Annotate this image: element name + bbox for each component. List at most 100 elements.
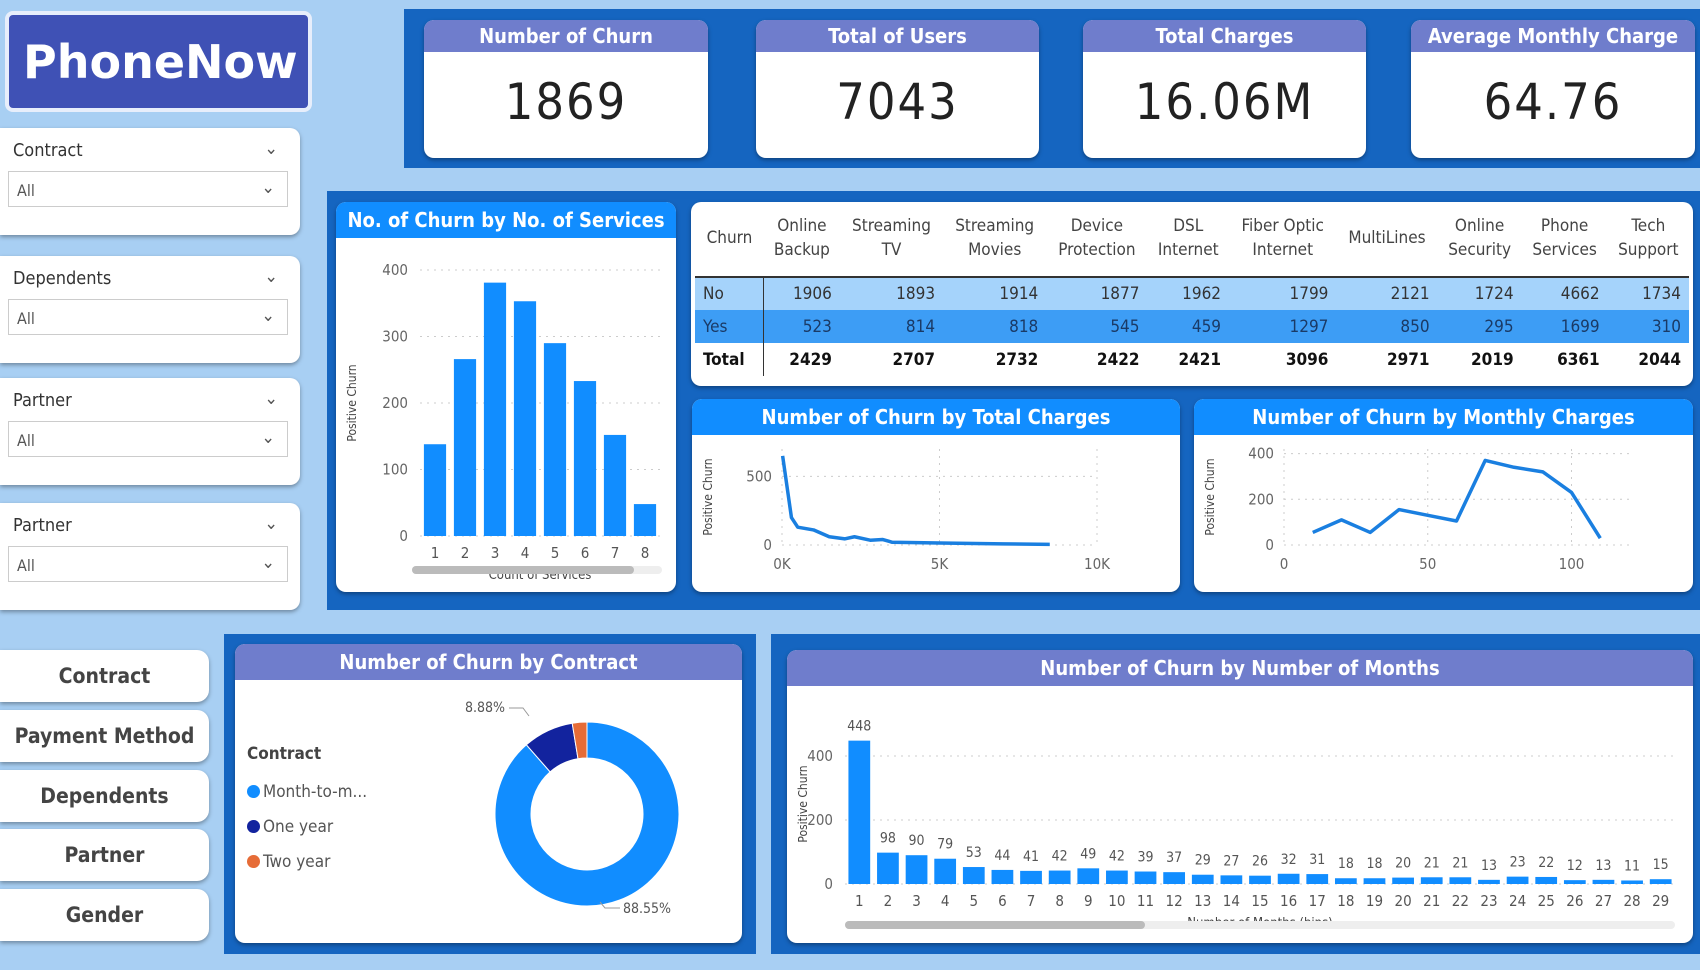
- nav-button-gender[interactable]: Gender: [0, 889, 209, 941]
- data-label: 37: [1166, 850, 1182, 866]
- x-tick-label: 20: [1395, 892, 1412, 910]
- chevron-down-icon: ⌄: [261, 305, 275, 326]
- slicer-partner[interactable]: Partner ⌄ All ⌄: [0, 378, 300, 485]
- bar: [1420, 877, 1443, 884]
- slicer-contract[interactable]: Contract ⌄ All ⌄: [0, 128, 300, 235]
- table-cell: 850: [1336, 310, 1438, 343]
- y-axis-title: Positive Churn: [701, 458, 715, 535]
- data-label: 42: [1052, 849, 1068, 865]
- months-bar-chart: 0 200 400 1 448 2 98 3 90 4 79 5 53 6 44 7 41 8 42 9 49 10 42 1…: [796, 719, 1675, 931]
- y-tick-label: 200: [382, 394, 408, 412]
- months-chart-card: Number of Churn by Number of Months 0 200…: [787, 650, 1693, 943]
- x-tick-label: 3: [912, 892, 921, 910]
- x-tick-label: 11: [1137, 892, 1154, 910]
- x-tick-label: 15: [1251, 892, 1268, 910]
- leader-line: [509, 707, 530, 717]
- table-header: DSL Internet: [1147, 202, 1230, 278]
- bar: [1106, 870, 1128, 884]
- data-label: 21: [1424, 855, 1440, 871]
- nav-button-dependents[interactable]: Dependents: [0, 770, 209, 822]
- kpi-average-monthly-charge: Average Monthly Charge 64.76: [1411, 20, 1695, 158]
- bar: [573, 381, 597, 536]
- chevron-down-icon[interactable]: ⌄: [264, 266, 278, 287]
- legend-title: Contract: [247, 744, 322, 764]
- data-label: 41: [1023, 849, 1039, 865]
- x-tick-label: 7: [1027, 892, 1036, 910]
- bar: [1020, 870, 1042, 884]
- series-line: [1312, 458, 1602, 540]
- legend-item[interactable]: Month-to-m...: [247, 774, 367, 809]
- kpi-label: Number of Churn: [424, 20, 708, 52]
- table-row: Yes 523 814 818 545 459 1297 850 295 1699 310: [695, 310, 1689, 343]
- table-cell: 2421: [1178, 349, 1222, 370]
- data-label: 18: [1338, 856, 1354, 872]
- x-tick-label: 16: [1280, 892, 1297, 910]
- x-tick-label: 13: [1194, 892, 1211, 910]
- legend-item[interactable]: Two year: [247, 844, 367, 879]
- x-tick-label: 8: [641, 544, 650, 562]
- data-label: 21: [1452, 855, 1468, 871]
- x-tick-label: 21: [1423, 892, 1440, 910]
- legend-label: Month-to-m...: [263, 781, 368, 802]
- y-tick-label: 200: [1248, 490, 1274, 508]
- data-label: 8.88%: [465, 700, 505, 716]
- legend-dot-icon: [247, 785, 260, 798]
- table-row: No 1906 1893 1914 1877 1962 1799 2121 1724 4662 17…: [695, 277, 1689, 310]
- y-tick-label: 0: [399, 527, 408, 545]
- total-charges-line-chart: 0 500 0K 5K 10K Positive Churn: [701, 449, 1111, 573]
- nav-button-contract[interactable]: Contract: [0, 650, 209, 702]
- x-tick-label: 0K: [773, 555, 792, 573]
- x-tick-label: 29: [1652, 892, 1669, 910]
- data-label: 31: [1309, 852, 1325, 868]
- monthly-charges-chart-card: Number of Churn by Monthly Charges 0 200 4…: [1194, 399, 1693, 592]
- slicer-dropdown[interactable]: All ⌄: [8, 299, 288, 335]
- data-label: 23: [1510, 855, 1526, 871]
- table-header: Streaming Movies: [943, 202, 1047, 278]
- x-tick-label: 9: [1084, 892, 1093, 910]
- table-cell: 2121: [1336, 277, 1438, 310]
- x-tick-label: 6: [998, 892, 1007, 910]
- slicer-dependents[interactable]: Dependents ⌄ All ⌄: [0, 256, 300, 363]
- data-label: 11: [1624, 858, 1640, 874]
- contract-donut-chart: 8.88% 88.55%: [465, 700, 680, 917]
- x-tick-label: 0: [1280, 555, 1289, 573]
- table-cell: 2422: [1096, 349, 1140, 370]
- table-cell: 1799: [1229, 277, 1337, 310]
- x-tick-label: 5: [969, 892, 978, 910]
- nav-button-partner[interactable]: Partner: [0, 829, 209, 881]
- table-cell: 459: [1147, 310, 1230, 343]
- bar: [1592, 879, 1615, 884]
- bar: [543, 343, 567, 536]
- kpi-value: 64.76: [1483, 73, 1623, 131]
- chart-title: No. of Churn by No. of Services: [336, 202, 676, 238]
- slicer-dropdown[interactable]: All ⌄: [8, 546, 288, 582]
- data-label: 88.55%: [623, 901, 671, 917]
- slicer-dropdown[interactable]: All ⌄: [8, 171, 288, 207]
- chevron-down-icon[interactable]: ⌄: [264, 138, 278, 159]
- legend-item[interactable]: One year: [247, 809, 367, 844]
- table-cell: Total: [695, 343, 765, 376]
- bar: [483, 282, 507, 536]
- x-tick-label: 50: [1419, 555, 1436, 573]
- data-label: 12: [1567, 858, 1583, 874]
- x-tick-label: 23: [1480, 892, 1497, 910]
- chart-title: Number of Churn by Total Charges: [692, 399, 1180, 435]
- chart-title: Number of Churn by Number of Months: [787, 650, 1693, 686]
- x-tick-label: 2: [461, 544, 470, 562]
- table-cell: No: [695, 277, 765, 310]
- table-header: Phone Services: [1521, 202, 1608, 278]
- slicer-dropdown[interactable]: All ⌄: [8, 421, 288, 457]
- chevron-down-icon[interactable]: ⌄: [264, 513, 278, 534]
- bar: [1334, 878, 1357, 884]
- nav-button-payment-method[interactable]: Payment Method: [0, 710, 209, 762]
- leader-line: [599, 901, 620, 909]
- bar: [934, 858, 957, 884]
- data-label: 39: [1138, 850, 1154, 866]
- bar: [1277, 873, 1300, 884]
- kpi-value: 1869: [504, 73, 628, 131]
- chevron-down-icon[interactable]: ⌄: [264, 388, 278, 409]
- slicer-partner-2[interactable]: Partner ⌄ All ⌄: [0, 503, 300, 610]
- x-tick-label: 2: [884, 892, 893, 910]
- bar: [603, 434, 627, 536]
- table-cell: 3096: [1285, 349, 1329, 370]
